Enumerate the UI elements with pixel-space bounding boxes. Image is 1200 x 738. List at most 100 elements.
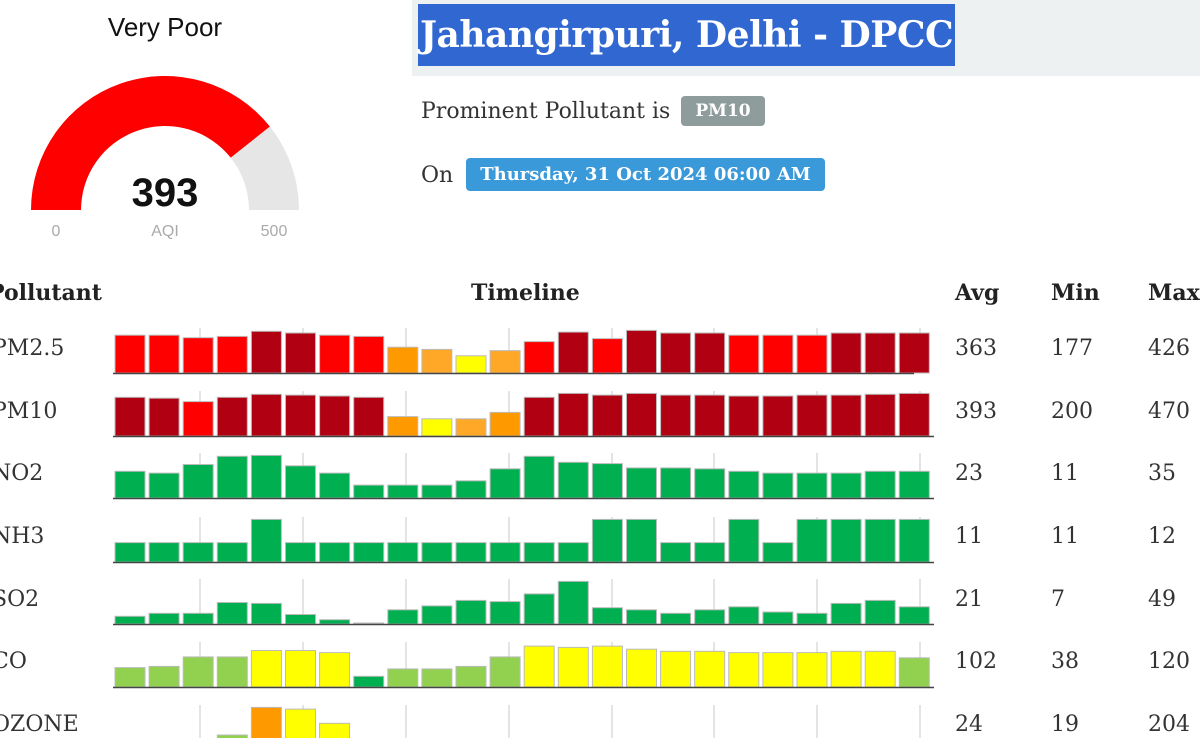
bar-so2-22[interactable] bbox=[864, 599, 896, 625]
bar-pm10-18[interactable] bbox=[728, 395, 760, 437]
bar-co-19[interactable] bbox=[762, 652, 794, 688]
bar-no2-2[interactable] bbox=[182, 464, 214, 499]
bar-nh3-18[interactable] bbox=[728, 518, 760, 563]
bar-pm10-19[interactable] bbox=[762, 395, 794, 437]
bar-co-10[interactable] bbox=[455, 665, 487, 688]
bar-so2-1[interactable] bbox=[148, 612, 180, 625]
bar-pm25-10[interactable] bbox=[455, 355, 487, 374]
bar-no2-21[interactable] bbox=[830, 472, 862, 499]
bar-nh3-4[interactable] bbox=[250, 518, 282, 563]
bar-nh3-6[interactable] bbox=[319, 542, 351, 563]
bar-pm10-10[interactable] bbox=[455, 418, 487, 437]
bar-no2-23[interactable] bbox=[898, 470, 930, 499]
bar-no2-20[interactable] bbox=[796, 472, 828, 499]
bar-pm10-14[interactable] bbox=[591, 394, 623, 437]
bar-pm10-20[interactable] bbox=[796, 394, 828, 437]
bar-no2-14[interactable] bbox=[591, 463, 623, 499]
bar-nh3-2[interactable] bbox=[182, 542, 214, 563]
bar-pm10-9[interactable] bbox=[421, 418, 453, 437]
bar-co-4[interactable] bbox=[250, 650, 282, 688]
bar-pm10-15[interactable] bbox=[626, 392, 657, 437]
bar-nh3-8[interactable] bbox=[387, 542, 419, 563]
bar-nh3-23[interactable] bbox=[898, 518, 930, 563]
bar-pm10-1[interactable] bbox=[148, 397, 180, 437]
bar-co-20[interactable] bbox=[796, 652, 828, 688]
bar-nh3-0[interactable] bbox=[114, 542, 146, 563]
bar-co-23[interactable] bbox=[898, 657, 930, 688]
bar-co-15[interactable] bbox=[626, 648, 657, 688]
bar-pm25-5[interactable] bbox=[285, 332, 316, 374]
bar-co-3[interactable] bbox=[216, 656, 248, 688]
bar-pm25-9[interactable] bbox=[421, 348, 453, 374]
bar-no2-15[interactable] bbox=[626, 467, 657, 499]
bar-no2-18[interactable] bbox=[728, 470, 760, 499]
bar-no2-16[interactable] bbox=[660, 467, 692, 499]
bar-so2-13[interactable] bbox=[557, 580, 589, 625]
bar-nh3-10[interactable] bbox=[455, 542, 487, 563]
bar-no2-19[interactable] bbox=[762, 472, 794, 499]
bar-so2-4[interactable] bbox=[250, 602, 282, 625]
bar-ozone-4[interactable] bbox=[250, 706, 282, 738]
bar-pm25-16[interactable] bbox=[660, 332, 692, 374]
bar-pm25-6[interactable] bbox=[319, 334, 351, 374]
bar-pm25-1[interactable] bbox=[148, 334, 180, 374]
bar-pm10-22[interactable] bbox=[864, 393, 896, 437]
bar-no2-6[interactable] bbox=[319, 472, 351, 499]
bar-so2-14[interactable] bbox=[591, 607, 623, 625]
bar-co-8[interactable] bbox=[387, 668, 419, 688]
bar-co-0[interactable] bbox=[114, 667, 146, 688]
bar-ozone-3[interactable] bbox=[216, 734, 248, 738]
bar-nh3-19[interactable] bbox=[762, 542, 794, 563]
bar-pm25-21[interactable] bbox=[830, 332, 862, 374]
bar-pm25-7[interactable] bbox=[353, 335, 385, 374]
bar-co-7[interactable] bbox=[353, 675, 385, 688]
bar-pm10-5[interactable] bbox=[285, 394, 316, 437]
bar-pm25-22[interactable] bbox=[864, 332, 896, 374]
bar-nh3-7[interactable] bbox=[353, 542, 385, 563]
bar-ozone-5[interactable] bbox=[285, 708, 316, 738]
bar-nh3-22[interactable] bbox=[864, 518, 896, 563]
bar-no2-13[interactable] bbox=[557, 461, 589, 499]
bar-so2-8[interactable] bbox=[387, 609, 419, 625]
bar-so2-15[interactable] bbox=[626, 609, 657, 625]
bar-no2-17[interactable] bbox=[694, 468, 726, 499]
bar-so2-20[interactable] bbox=[796, 612, 828, 625]
bar-nh3-12[interactable] bbox=[523, 542, 555, 563]
bar-pm25-13[interactable] bbox=[557, 331, 589, 374]
bar-co-14[interactable] bbox=[591, 645, 623, 688]
bar-so2-3[interactable] bbox=[216, 602, 248, 625]
bar-pm25-11[interactable] bbox=[489, 350, 521, 374]
bar-nh3-1[interactable] bbox=[148, 542, 180, 563]
bar-no2-3[interactable] bbox=[216, 455, 248, 499]
bar-so2-12[interactable] bbox=[523, 593, 555, 625]
bar-co-12[interactable] bbox=[523, 645, 555, 688]
bar-co-22[interactable] bbox=[864, 650, 896, 688]
bar-pm25-14[interactable] bbox=[591, 338, 623, 374]
bar-co-13[interactable] bbox=[557, 646, 589, 688]
bar-pm10-6[interactable] bbox=[319, 395, 351, 437]
bar-so2-5[interactable] bbox=[285, 614, 316, 625]
bar-pm25-12[interactable] bbox=[523, 341, 555, 374]
bar-co-1[interactable] bbox=[148, 665, 180, 688]
bar-nh3-15[interactable] bbox=[626, 518, 657, 563]
bar-no2-8[interactable] bbox=[387, 484, 419, 499]
bar-co-16[interactable] bbox=[660, 650, 692, 688]
bar-so2-0[interactable] bbox=[114, 615, 146, 625]
bar-co-17[interactable] bbox=[694, 650, 726, 688]
bar-so2-18[interactable] bbox=[728, 606, 760, 625]
bar-so2-6[interactable] bbox=[319, 619, 351, 625]
bar-pm10-3[interactable] bbox=[216, 396, 248, 437]
bar-pm25-4[interactable] bbox=[250, 330, 282, 374]
bar-pm10-2[interactable] bbox=[182, 401, 214, 437]
bar-no2-4[interactable] bbox=[250, 454, 282, 499]
bar-ozone-6[interactable] bbox=[319, 722, 351, 738]
bar-pm10-12[interactable] bbox=[523, 396, 555, 437]
bar-so2-16[interactable] bbox=[660, 612, 692, 625]
bar-pm10-21[interactable] bbox=[830, 394, 862, 437]
bar-pm10-17[interactable] bbox=[694, 394, 726, 437]
bar-no2-7[interactable] bbox=[353, 484, 385, 499]
bar-nh3-21[interactable] bbox=[830, 518, 862, 563]
bar-pm10-23[interactable] bbox=[898, 392, 930, 437]
bar-so2-10[interactable] bbox=[455, 599, 487, 625]
bar-so2-17[interactable] bbox=[694, 609, 726, 625]
